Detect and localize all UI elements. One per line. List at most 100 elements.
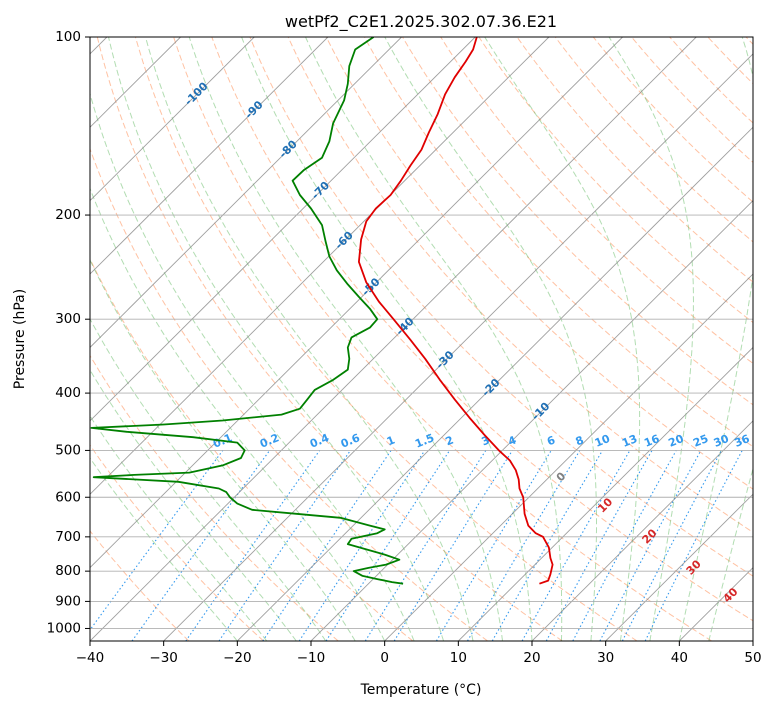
moist-adiabat-line xyxy=(241,37,533,641)
y-tick-label: 900 xyxy=(55,593,81,609)
moist-adiabat-line xyxy=(145,37,474,641)
dry-adiabat-line xyxy=(211,37,753,622)
mixing-ratio-label: 2 xyxy=(443,433,455,448)
mixing-ratio-label: 1 xyxy=(385,433,397,448)
reference-lines xyxy=(90,37,753,641)
moist-adiabat-line xyxy=(90,369,297,641)
dry-adiabat-line xyxy=(134,37,638,641)
isotherm-line xyxy=(458,346,753,641)
y-tick-label: 200 xyxy=(55,207,81,223)
mixing-ratio-label: 16 xyxy=(642,432,661,450)
y-tick-label: 800 xyxy=(55,563,81,579)
mixing-ratio-label: 13 xyxy=(620,432,639,450)
mixing-ratio-line xyxy=(185,450,321,641)
moist-adiabat-line xyxy=(678,37,753,641)
moist-adiabat-line xyxy=(108,37,445,641)
dry-adiabat-line xyxy=(402,37,753,406)
mixing-ratio-label: 8 xyxy=(574,433,586,448)
y-tick-label: 400 xyxy=(55,385,81,401)
mixing-ratio-labels: 0.1 0.2 0.4 0.6 1 1.5 2 3 4 6 8 10 13 16 20 25 30 36 xyxy=(211,431,752,450)
isotherm-line xyxy=(90,37,623,569)
moist-adiabat-line xyxy=(90,457,238,641)
dry-adiabat-line xyxy=(96,37,563,641)
mixing-ratio-line xyxy=(131,450,271,641)
isotherm-line xyxy=(237,126,753,641)
mixing-ratio-line xyxy=(298,450,426,641)
x-axis-label: Temperature (°C) xyxy=(360,682,482,698)
y-axis: 100 200 300 400 500 600 700 800 900 1000 xyxy=(47,29,90,636)
x-tick-label: −40 xyxy=(76,650,105,666)
x-tick-label: −10 xyxy=(297,650,326,666)
skewed-isotherms xyxy=(90,37,753,641)
x-tick-label: −30 xyxy=(149,650,178,666)
mixing-ratio-line xyxy=(393,450,513,641)
y-tick-label: 600 xyxy=(55,489,81,505)
plot-background xyxy=(90,37,753,641)
isotherm-line xyxy=(531,420,753,641)
mixing-ratio-line xyxy=(90,450,224,631)
dry-adiabats xyxy=(90,37,753,641)
dry-adiabat-line xyxy=(90,354,339,641)
y-axis-label: Pressure (hPa) xyxy=(12,289,28,389)
mixing-ratio-label: 10 xyxy=(593,432,612,450)
x-axis: −40 −30 −20 −10 0 10 20 30 40 50 xyxy=(76,641,762,666)
moist-adiabat-line xyxy=(608,37,695,641)
isotherm-line xyxy=(90,37,476,422)
isotherm-line xyxy=(384,273,753,641)
y-tick-label: 700 xyxy=(55,529,81,545)
dry-adiabat-line xyxy=(173,37,712,641)
x-tick-label: −20 xyxy=(223,650,252,666)
dry-adiabat-line xyxy=(90,444,264,641)
y-tick-label: 500 xyxy=(55,442,81,458)
moist-adiabat-line xyxy=(384,37,597,641)
dewpoint-profile-line xyxy=(90,37,404,585)
dry-adiabat-line xyxy=(325,37,753,490)
mixing-ratio-label: 3 xyxy=(480,433,492,448)
plot-frame xyxy=(89,36,754,642)
y-tick-label: 100 xyxy=(55,29,81,45)
isotherm-line xyxy=(310,200,753,641)
sounding-profiles xyxy=(90,37,554,585)
moist-adiabat-line xyxy=(90,258,356,641)
x-tick-label: 10 xyxy=(450,650,467,666)
mixing-ratio-line xyxy=(325,450,451,641)
isotherm-line xyxy=(90,37,255,202)
moist-adiabat-line xyxy=(90,414,268,641)
y-tick-label: 1000 xyxy=(47,620,81,636)
mixing-ratio-line xyxy=(218,450,351,641)
dry-adiabat-line xyxy=(440,37,753,364)
moist-adiabat-line xyxy=(484,37,641,641)
temperature-profile-line xyxy=(358,37,554,585)
moist-adiabats xyxy=(90,37,753,641)
isotherm-line xyxy=(90,37,697,641)
isotherm-line xyxy=(605,493,753,641)
mixing-ratio-label: 20 xyxy=(667,432,686,450)
y-tick-label: 300 xyxy=(55,311,81,327)
chart-title: wetPf2_C2E1.2025.302.07.36.E21 xyxy=(285,12,557,32)
mixing-ratio-line xyxy=(545,450,653,641)
mixing-ratio-line xyxy=(644,450,743,641)
x-tick-label: 0 xyxy=(380,650,389,666)
isotherm-line xyxy=(163,53,753,641)
mixing-ratio-label: 36 xyxy=(732,432,751,450)
dry-adiabat-line xyxy=(90,147,488,641)
x-tick-label: 30 xyxy=(597,650,614,666)
mixing-ratio-line xyxy=(262,450,392,641)
mixing-ratio-line xyxy=(521,450,631,641)
dry-adiabat-line xyxy=(516,37,753,283)
x-tick-label: 40 xyxy=(671,650,688,666)
isotherm-line xyxy=(90,37,329,275)
mixing-ratio-label: 30 xyxy=(712,432,731,450)
moist-adiabat-line xyxy=(305,37,563,641)
x-tick-label: 50 xyxy=(744,650,761,666)
dry-adiabat-line xyxy=(90,530,190,641)
mixing-ratio-label: 25 xyxy=(691,432,710,450)
moist-adiabat-line xyxy=(90,187,386,641)
x-tick-label: 20 xyxy=(523,650,540,666)
dry-adiabat-line xyxy=(249,37,753,577)
mixing-ratio-lines xyxy=(90,450,743,641)
isotherm-line xyxy=(90,37,402,349)
isobar-gridlines xyxy=(90,37,753,629)
isotherm-line xyxy=(90,37,550,495)
